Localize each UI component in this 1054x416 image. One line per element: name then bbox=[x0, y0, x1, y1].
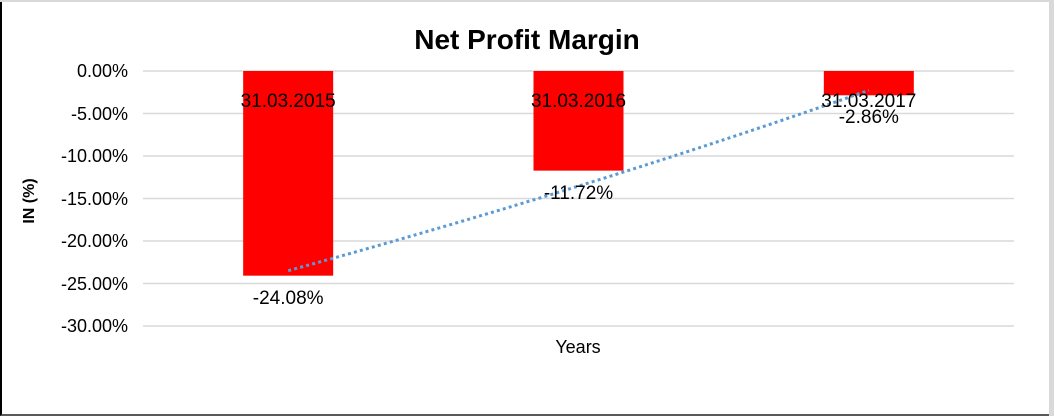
category-label: 31.03.2017 bbox=[821, 91, 917, 112]
x-axis-title: Years bbox=[555, 337, 601, 357]
y-tick-label: -15.00% bbox=[60, 188, 128, 209]
y-tick-label: -5.00% bbox=[70, 103, 128, 124]
y-axis-title: IN (%) bbox=[21, 178, 38, 224]
y-tick-label: -10.00% bbox=[60, 146, 128, 166]
y-tick-label: -20.00% bbox=[60, 231, 128, 251]
y-tick-label: -30.00% bbox=[60, 316, 128, 336]
bar-31.03.2016 bbox=[533, 71, 624, 171]
trendline-dotted bbox=[287, 88, 870, 273]
bar-31.03.2015 bbox=[243, 71, 334, 276]
y-tick-label: -25.00% bbox=[60, 273, 128, 294]
data-label: -24.08% bbox=[252, 287, 324, 309]
bar-series bbox=[243, 71, 914, 276]
data-label: -11.72% bbox=[543, 182, 614, 204]
y-tick-label: 0.00% bbox=[76, 61, 128, 81]
category-label: 31.03.2016 bbox=[530, 91, 627, 112]
chart-title: Net Profit Margin bbox=[414, 24, 640, 55]
data-label: -2.86% bbox=[838, 107, 899, 129]
category-label: 31.03.2015 bbox=[240, 91, 336, 112]
